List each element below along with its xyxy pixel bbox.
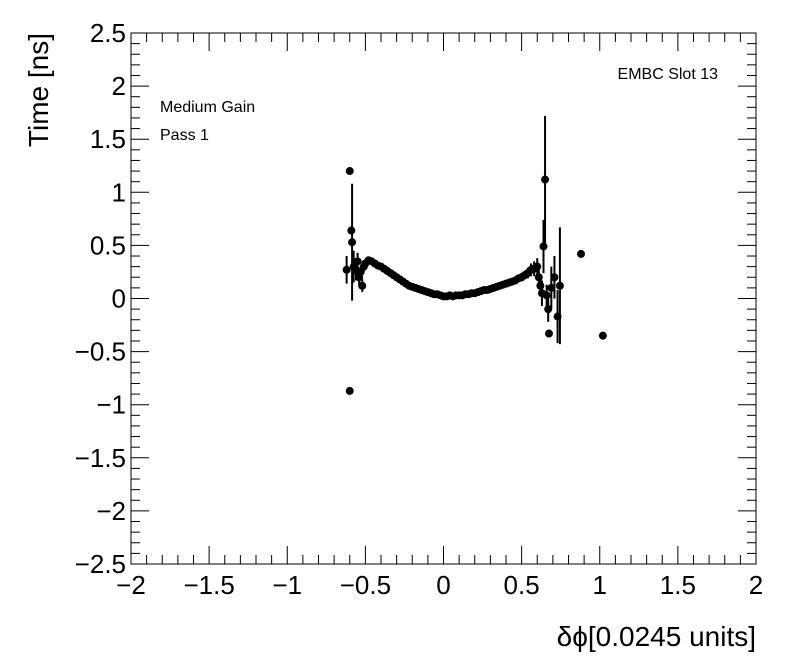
y-axis-title: Time [ns] [23,33,54,147]
axis-ticks [130,32,757,565]
y-tick-labels: −2.5 −2 −1.5 −1 −0.5 0 0.5 1 1.5 2 2.5 [75,18,126,579]
y-tick-label: 0.5 [90,230,126,260]
data-point [542,291,551,300]
y-tick-label: −2 [96,496,126,526]
y-tick-label: 1.5 [90,124,126,154]
y-tick-label: 2.5 [90,18,126,48]
x-tick-label: −1 [272,570,302,600]
x-tick-label: −1.5 [183,570,234,600]
data-point [353,257,362,266]
y-tick-label: 0 [112,284,126,314]
y-tick-label: 1 [112,177,126,207]
y-tick-label: 2 [112,71,126,101]
annotation-gain: Medium Gain [160,99,255,116]
x-tick-label: −0.5 [340,570,391,600]
data-point [534,273,543,282]
y-tick-label: −0.5 [75,337,126,367]
data-point [536,281,545,290]
x-tick-label: 2 [749,570,763,600]
data-point [598,331,607,340]
x-tick-label: 0.5 [504,570,540,600]
y-tick-label: −1 [96,390,126,420]
annotation-pass: Pass 1 [160,127,209,144]
annotation-slot: EMBC Slot 13 [618,66,719,83]
data-points [342,115,607,395]
data-point [550,273,559,282]
data-point [547,283,556,292]
x-tick-label: −2 [116,570,146,600]
data-point [541,175,550,184]
data-point [544,305,553,314]
data-point [342,265,351,274]
data-point [555,281,564,290]
data-point [348,238,357,247]
data-point [533,262,542,271]
data-point [345,386,354,395]
data-point [544,329,553,338]
x-axis-title: δϕ[0.0245 units] [557,621,756,652]
data-point [345,167,354,176]
y-tick-label: −1.5 [75,443,126,473]
x-tick-label: 1 [593,570,607,600]
data-point [577,249,585,258]
data-point [539,242,548,251]
y-tick-label: −2.5 [75,549,126,579]
x-tick-labels: −2 −1.5 −1 −0.5 0 0.5 1 1.5 2 [116,570,763,600]
x-tick-label: 0 [436,570,450,600]
x-tick-label: 1.5 [660,570,696,600]
data-point [358,281,367,290]
